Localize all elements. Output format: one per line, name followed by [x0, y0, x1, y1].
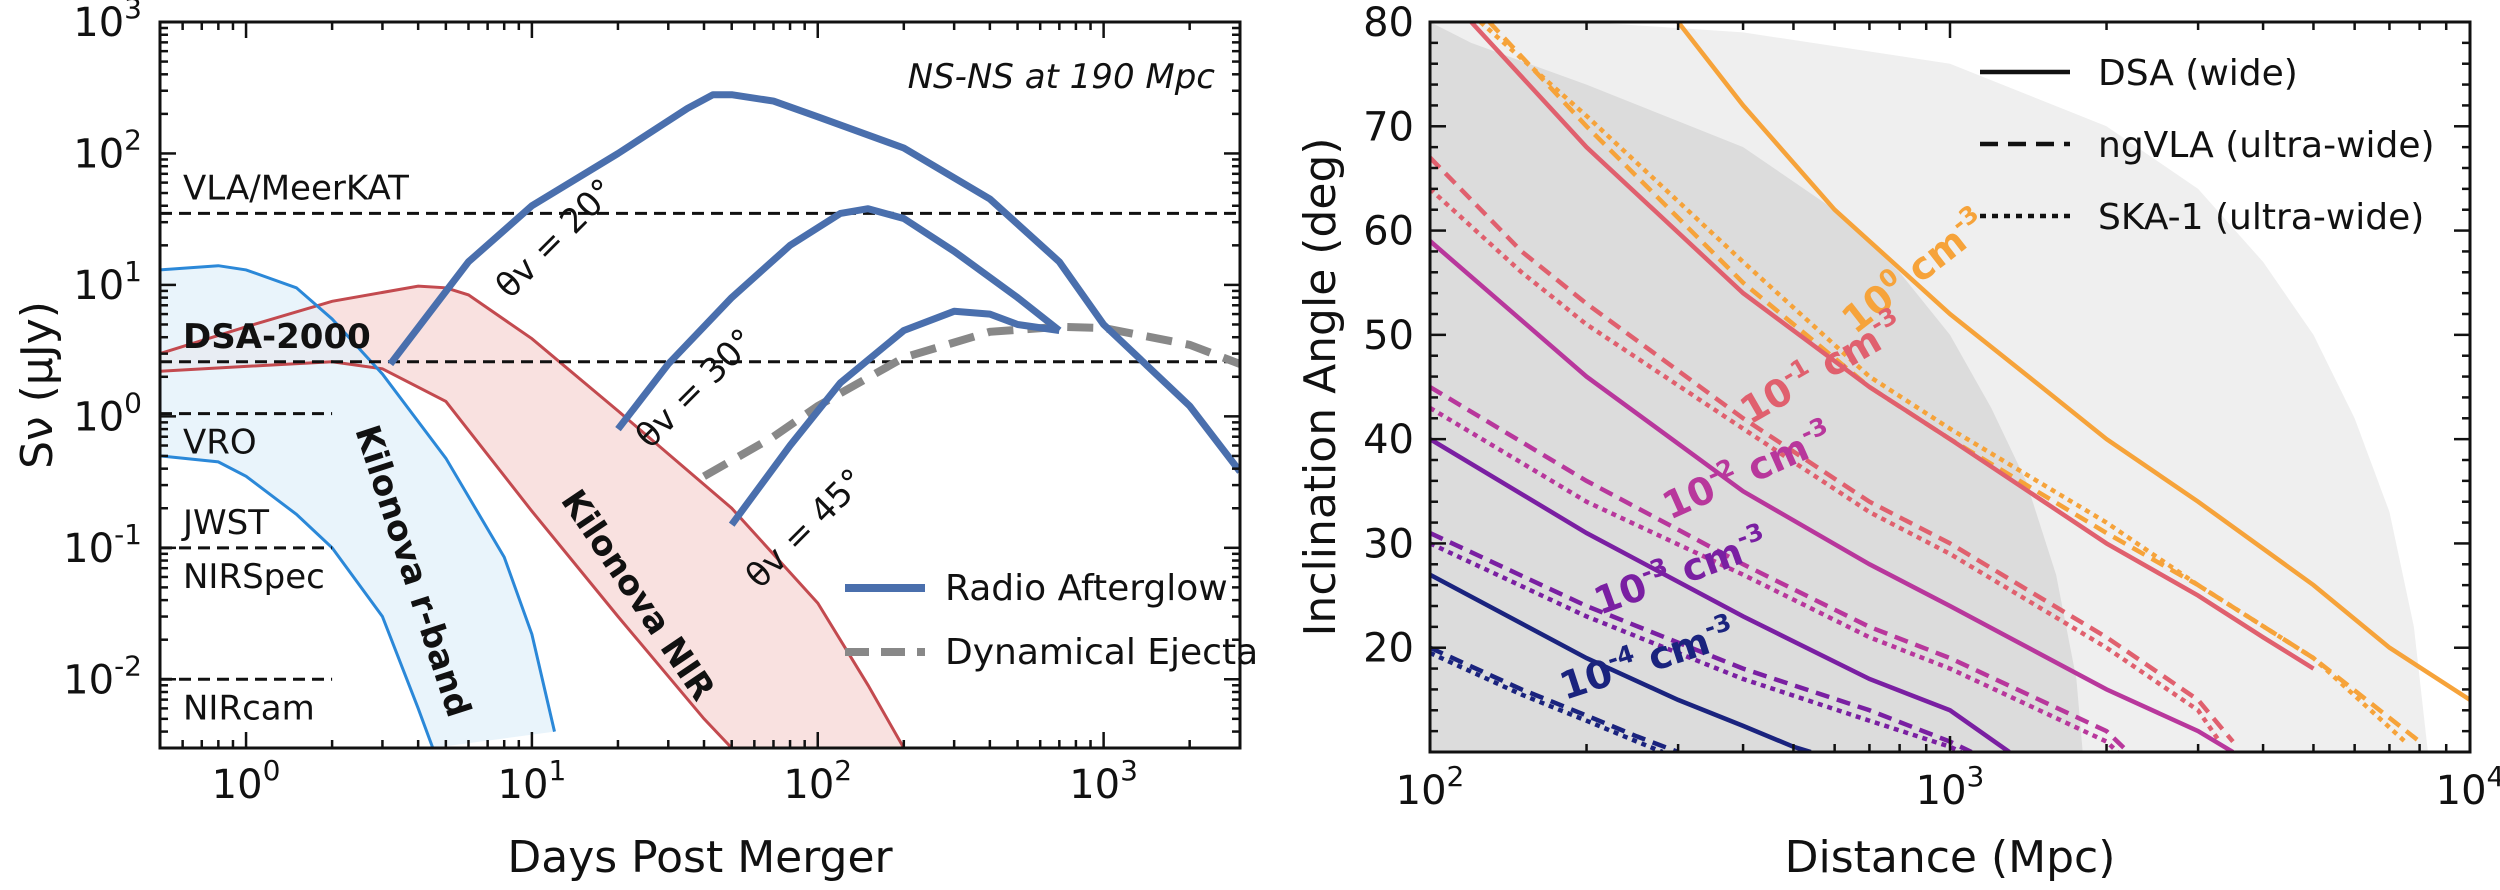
- density-solid-2: [1430, 239, 2235, 752]
- ry-tick-label-4: 60: [1363, 209, 1414, 255]
- right-legend-label-0: DSA (wide): [2098, 53, 2298, 94]
- rx-tick-label-1-exp: 3: [1967, 760, 1985, 793]
- right-plot-area: [1430, 22, 2470, 752]
- afterglow-curve-1: [615, 205, 1062, 432]
- density-dashed-3: [1430, 530, 1973, 752]
- y-tick-label-0-base: 10: [63, 657, 114, 703]
- y-tick-label-3-exp: 1: [124, 255, 142, 288]
- band-fill-1: [160, 286, 904, 748]
- density-dashed-2: [1430, 385, 2130, 752]
- rx-tick-label-2: 104: [2436, 760, 2500, 814]
- y-tick-label-2-exp: 0: [124, 386, 142, 419]
- ry-tick-label-0: 20: [1363, 626, 1414, 672]
- density-solid-0: [1676, 22, 2470, 702]
- x-tick-label-3-exp: 3: [1120, 754, 1138, 787]
- density-dotted-0: [1478, 22, 2407, 744]
- ry-tick-label-1: 30: [1363, 521, 1414, 567]
- right-legend-label-2: SKA-1 (ultra-wide): [2098, 197, 2424, 238]
- band-lower-1: [160, 360, 755, 748]
- x-tick-label-3: 103: [1069, 754, 1138, 808]
- afterglow-curve-0: [387, 91, 1240, 474]
- y-tick-label-4-exp: 2: [124, 123, 142, 156]
- y-tick-label-4-base: 10: [73, 131, 124, 177]
- y-tick-label-5-exp: 3: [124, 0, 142, 25]
- y-axis-label: Sν (μJy): [12, 301, 63, 469]
- afterglow-curve-2: [728, 307, 1060, 527]
- y-tick-label-3: 101: [73, 255, 142, 309]
- rx-tick-label-1: 103: [1916, 760, 1985, 814]
- legend-label-afterglow: Radio Afterglow: [945, 568, 1228, 609]
- x-tick-label-1: 101: [498, 754, 567, 808]
- y-tick-label-3-base: 10: [73, 263, 124, 309]
- right-panel: 100 cm-310-1 cm-310-2 cm-310-3 cm-310-4 …: [1295, 0, 2500, 883]
- x-tick-label-3-base: 10: [1069, 762, 1120, 808]
- y-tick-label-0-exp: -2: [114, 649, 142, 682]
- left-plot-area: [160, 91, 1240, 748]
- rx-tick-label-0: 102: [1396, 760, 1465, 814]
- density-solid-1: [1469, 22, 2315, 671]
- x-tick-label-0: 100: [212, 754, 281, 808]
- density-solid-3: [1430, 437, 2011, 752]
- sensitivity-label-1: DSA-2000: [183, 317, 371, 357]
- left-frame: [158, 20, 1242, 750]
- density-dotted-4: [1430, 650, 1664, 752]
- density-dotted-2: [1430, 405, 2120, 752]
- density-dotted-3: [1430, 541, 1962, 752]
- y-tick-label-2: 100: [73, 386, 142, 440]
- right-y-axis-label: Inclination Angle (deg): [1295, 137, 1346, 636]
- right-x-axis-label: Distance (Mpc): [1785, 832, 2116, 883]
- rx-tick-label-2-base: 10: [2436, 768, 2487, 814]
- rx-tick-label-2-exp: 4: [2487, 760, 2500, 793]
- density-dashed-4: [1430, 645, 1679, 752]
- ry-tick-label-3: 50: [1363, 313, 1414, 359]
- right-legend-label-1: ngVLA (ultra-wide): [2098, 125, 2435, 166]
- y-tick-label-1: 10-1: [63, 518, 142, 572]
- ry-tick-label-5: 70: [1363, 104, 1414, 150]
- rx-tick-label-0-exp: 2: [1447, 760, 1465, 793]
- left-legend: Radio Afterglow Dynamical Ejecta: [845, 568, 1258, 673]
- x-axis-label: Days Post Merger: [507, 832, 893, 883]
- rx-tick-label-1-base: 10: [1916, 768, 1967, 814]
- y-tick-label-2-base: 10: [73, 394, 124, 440]
- x-tick-label-0-exp: 0: [263, 754, 281, 787]
- band-upper-0: [160, 264, 556, 732]
- sensitivity-label-2: VRO: [183, 423, 257, 463]
- shaded-region-0: [1430, 22, 2083, 752]
- sensitivity-label-0: VLA/MeerKAT: [183, 168, 409, 208]
- x-tick-label-2-exp: 2: [834, 754, 852, 787]
- annotation-text: NS-NS at 190 Mpc: [908, 57, 1216, 97]
- sensitivity-label-3-a: JWST: [181, 503, 269, 543]
- rx-tick-label-0-base: 10: [1396, 768, 1447, 814]
- density-solid-4: [1430, 572, 1812, 752]
- band-lower-0: [160, 454, 435, 748]
- ry-tick-label-2: 40: [1363, 417, 1414, 463]
- y-tick-label-1-exp: -1: [114, 518, 142, 551]
- x-tick-label-1-exp: 1: [548, 754, 566, 787]
- y-tick-label-5: 103: [73, 0, 142, 46]
- y-tick-label-0: 10-2: [63, 649, 142, 703]
- sensitivity-label-4: NIRcam: [183, 688, 315, 728]
- ejecta-curve: [702, 322, 1240, 480]
- x-tick-label-2: 102: [783, 754, 852, 808]
- x-tick-label-1-base: 10: [498, 762, 549, 808]
- sensitivity-label-3-b: NIRSpec: [183, 557, 325, 597]
- density-dotted-1: [1430, 187, 2222, 743]
- x-tick-label-2-base: 10: [783, 762, 834, 808]
- y-tick-label-1-base: 10: [63, 526, 114, 572]
- y-tick-label-5-base: 10: [73, 0, 124, 46]
- density-dashed-1: [1430, 156, 2235, 744]
- angle-label-2: θv = 45°: [738, 461, 873, 596]
- ry-tick-label-6: 80: [1363, 0, 1414, 46]
- y-tick-label-4: 102: [73, 123, 142, 177]
- band-fill-0: [160, 265, 555, 748]
- legend-label-ejecta: Dynamical Ejecta: [945, 632, 1258, 673]
- x-tick-label-0-base: 10: [212, 762, 263, 808]
